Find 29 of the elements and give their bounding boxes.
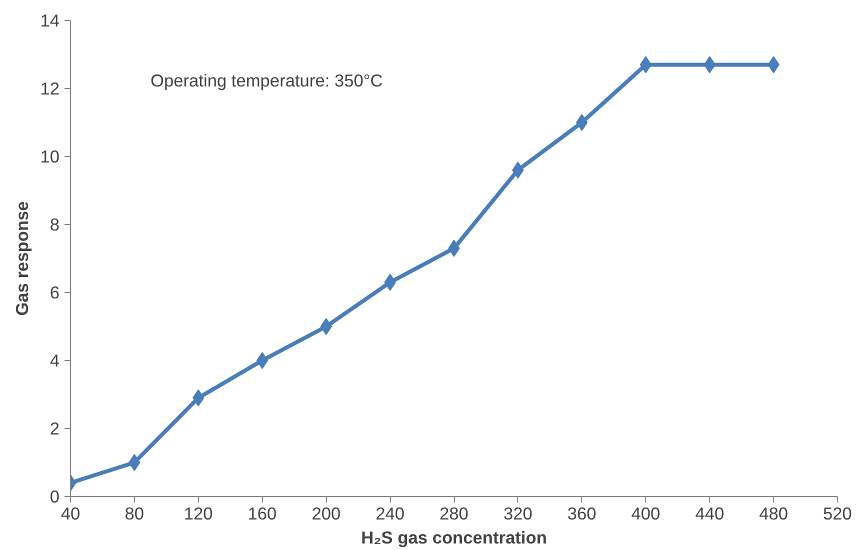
- y-axis-title: Gas response: [12, 200, 32, 316]
- y-tick-label: 0: [50, 486, 60, 506]
- y-tick-label: 4: [50, 350, 60, 370]
- y-tick-label: 6: [50, 282, 60, 302]
- x-tick-label: 120: [184, 504, 213, 524]
- point: [128, 454, 140, 471]
- y-tick-label: 8: [50, 214, 60, 234]
- x-tick-label: 520: [823, 504, 852, 524]
- point: [320, 318, 332, 335]
- y-tick-label: 10: [40, 146, 60, 166]
- x-tick-label: 240: [376, 504, 405, 524]
- x-tick-label: 280: [440, 504, 468, 524]
- y-tick-label: 2: [50, 418, 60, 438]
- x-tick-label: 80: [124, 504, 144, 524]
- x-tick-label: 40: [60, 504, 80, 524]
- y-tick-label: 14: [40, 10, 60, 30]
- x-tick-label: 200: [312, 504, 341, 524]
- point: [256, 352, 268, 369]
- x-tick-label: 440: [695, 504, 724, 524]
- x-axis-title: H₂S gas concentration: [361, 528, 547, 548]
- annotation: Operating temperature: 350°C: [150, 70, 383, 90]
- point: [576, 114, 588, 131]
- x-tick-label: 320: [503, 504, 532, 524]
- point: [640, 56, 652, 74]
- y-tick-label: 12: [40, 78, 60, 98]
- x-tick-label: 400: [631, 504, 660, 524]
- x-tick-label: 160: [248, 504, 277, 524]
- x-tick-label: 360: [567, 504, 596, 524]
- x-tick-label: 480: [759, 504, 788, 524]
